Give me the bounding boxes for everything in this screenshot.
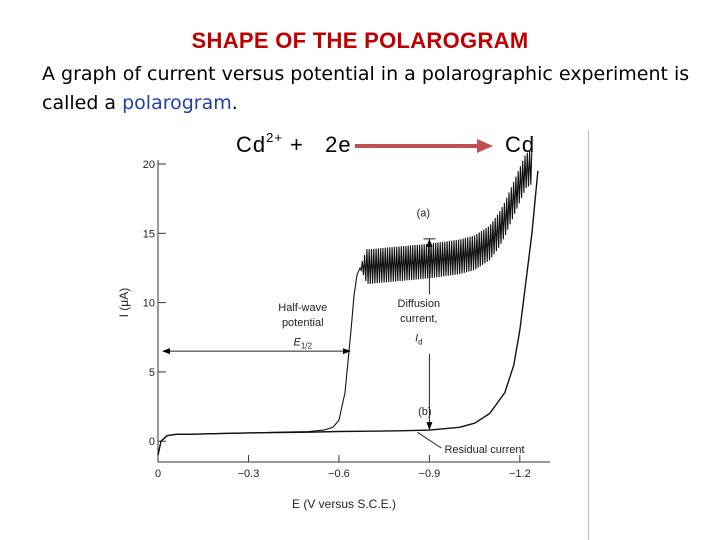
diffusion-label-line2: current, <box>400 313 437 325</box>
half-wave-arrow-left-icon <box>162 348 170 355</box>
description-text: A graph of current versus potential in a… <box>42 63 690 114</box>
x-tick-label: −0.9 <box>419 468 441 480</box>
half-wave-symbol: E1/2 <box>294 337 313 351</box>
diffusion-subscript: d <box>418 337 422 346</box>
curve-b-label: (b) <box>418 406 431 418</box>
diffusion-arrow-up-icon <box>426 238 433 247</box>
half-wave-arrow-right-icon <box>342 348 351 355</box>
half-wave-label-line1: Half-wave <box>278 302 327 314</box>
x-axis-label: E (V versus S.C.E.) <box>292 497 396 511</box>
diffusion-arrow-down-icon <box>426 422 433 431</box>
series-a-line <box>157 150 533 456</box>
polarogram-term: polarogram <box>122 92 232 114</box>
chart-ticks: 0 5 10 15 20 0 −0.3 −0.6 −0.9 −1.2 <box>143 159 531 480</box>
x-tick-label: −0.3 <box>238 468 260 480</box>
y-tick-label: 0 <box>149 436 155 448</box>
residual-current-label: Residual current <box>444 444 524 456</box>
slide-description: A graph of current versus potential in a… <box>42 60 712 118</box>
divider-line <box>588 130 589 540</box>
curve-a-label: (a) <box>417 208 430 220</box>
y-tick-label: 5 <box>149 367 155 379</box>
series-b-line <box>157 170 539 456</box>
residual-pointer-line <box>417 431 442 449</box>
y-tick-label: 10 <box>143 298 155 310</box>
reactant-symbol: Cd <box>236 132 267 157</box>
y-axis-label: I (μA) <box>117 288 131 318</box>
diffusion-label-line1: Diffusion <box>398 298 441 310</box>
x-tick-label: 0 <box>155 468 161 480</box>
chart-annotations: (a) (b) Half-wave potential E1/2 Diffusion cur… <box>162 208 525 456</box>
description-period: . <box>231 92 238 114</box>
half-wave-label-line2: potential <box>282 317 324 329</box>
reactant-cd-ion: Cd2+ <box>236 130 283 158</box>
x-tick-label: −0.6 <box>328 468 350 480</box>
electrons-term: + 2e <box>290 132 352 157</box>
half-wave-subscript: 1/2 <box>301 342 313 351</box>
chart-axes <box>157 160 550 463</box>
diffusion-symbol: Id <box>415 332 423 346</box>
x-tick-label: −1.2 <box>509 468 531 480</box>
reactant-charge: 2+ <box>266 130 283 145</box>
y-tick-label: 15 <box>143 228 155 240</box>
polarogram-chart: 0 5 10 15 20 0 −0.3 −0.6 −0.9 −1.2 (a) (b) Half-wav… <box>117 150 550 511</box>
reaction-arrow-icon <box>355 139 493 153</box>
y-tick-label: 20 <box>143 159 155 171</box>
slide-title: SHAPE OF THE POLAROGRAM <box>191 28 529 53</box>
